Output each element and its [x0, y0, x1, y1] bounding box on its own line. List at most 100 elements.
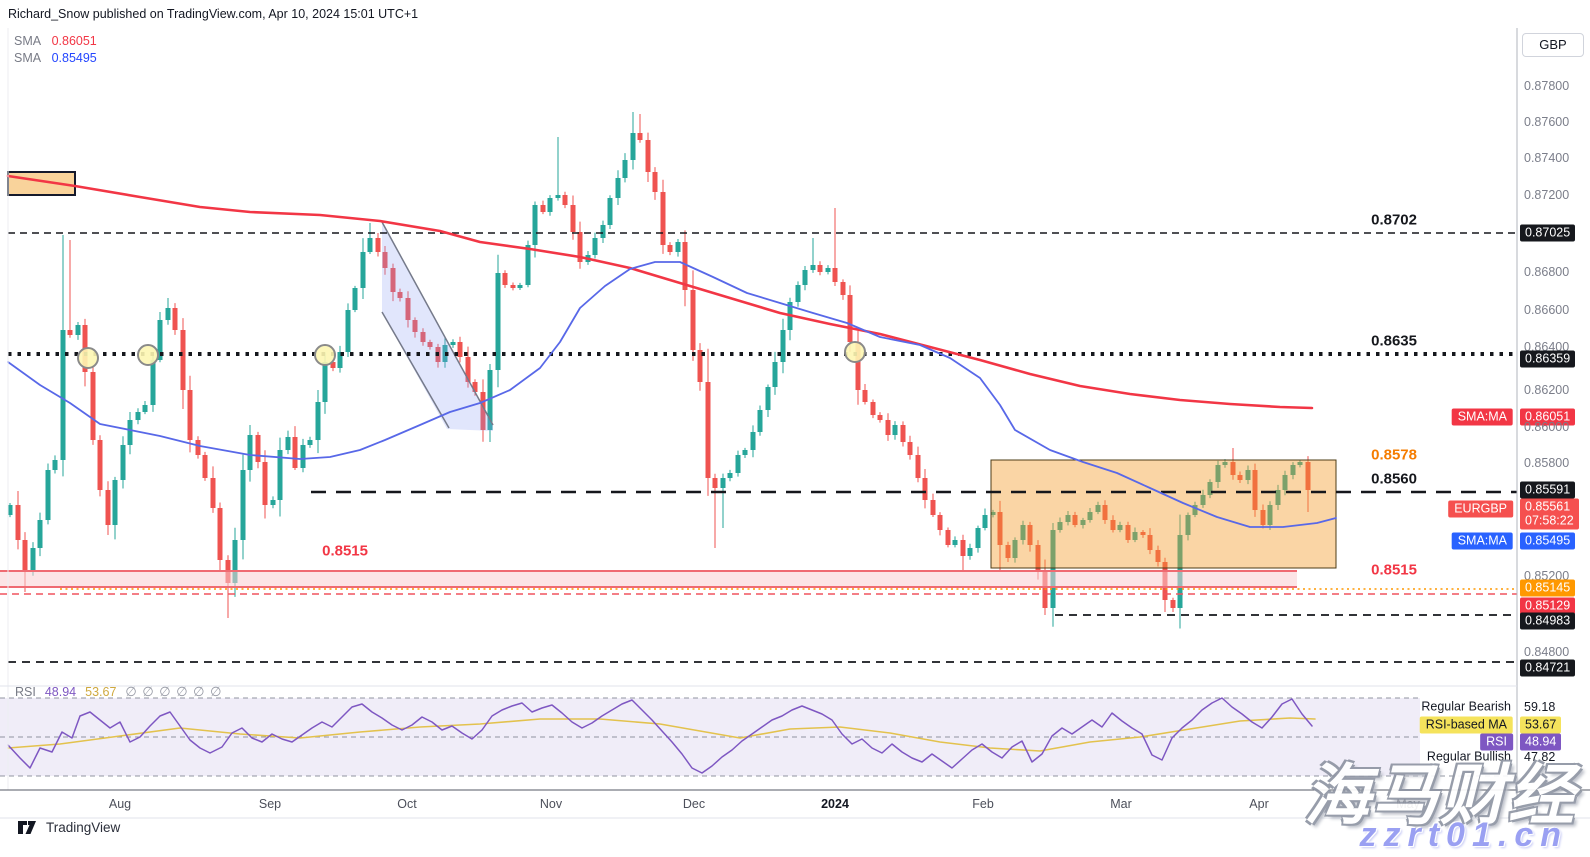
level-price-pill: 0.84983 — [1520, 612, 1576, 630]
candle-body — [712, 478, 718, 488]
candle-body — [67, 330, 73, 335]
price-tick: 0.86000 — [1524, 420, 1570, 434]
price-level-label: 0.8560 — [1371, 470, 1417, 488]
sma-long-row[interactable]: SMA 0.86051 — [14, 33, 97, 50]
candle-body — [997, 512, 1003, 545]
candle-body — [322, 362, 328, 402]
level-touch-marker — [314, 344, 336, 366]
candle-body — [450, 342, 456, 345]
candle-body — [810, 265, 816, 270]
candle-body — [105, 490, 111, 525]
candle-body — [337, 352, 343, 368]
candle-body — [1282, 475, 1288, 490]
sma-short-row[interactable]: SMA 0.85495 — [14, 50, 97, 67]
candle-body — [727, 473, 733, 478]
price-tick: 0.84800 — [1524, 645, 1570, 659]
level-price-pill: 0.85591 — [1520, 481, 1576, 499]
rsi-legend[interactable]: RSI 48.94 53.67 ∅ ∅ ∅ ∅ ∅ ∅ — [15, 684, 222, 700]
candle-body — [1072, 515, 1078, 525]
candle-body — [1065, 515, 1071, 522]
candle-body — [127, 420, 133, 445]
candle-body — [645, 140, 651, 172]
candle-body — [1305, 462, 1311, 490]
time-axis-label: Oct — [397, 797, 417, 811]
candle-body — [667, 245, 673, 252]
candle-body — [750, 432, 756, 450]
sma-long-line — [6, 174, 1314, 410]
candle-body — [1012, 540, 1018, 558]
price-level-label: 0.8515 — [1371, 561, 1417, 579]
candle-body — [37, 520, 43, 548]
candle-body — [990, 512, 996, 515]
indicator-name-pill: SMA:MA — [1451, 532, 1513, 550]
candle-body — [1035, 545, 1041, 572]
candle-body — [532, 205, 538, 245]
publish-header: Richard_Snow published on TradingView.co… — [8, 7, 418, 21]
candle-body — [1275, 490, 1281, 505]
candle-body — [855, 342, 861, 390]
indicator-value: 59.18 — [1524, 700, 1556, 714]
currency-button[interactable]: GBP — [1522, 33, 1584, 57]
time-axis-label: Sep — [258, 797, 282, 811]
candle-body — [900, 425, 906, 442]
sma-long-label: SMA — [14, 34, 42, 48]
candle-body — [45, 470, 51, 520]
candle-body — [120, 445, 126, 480]
time-axis-label: Mar — [1110, 797, 1132, 811]
candle-body — [795, 285, 801, 302]
candle-body — [277, 450, 283, 500]
candle-body — [112, 480, 118, 525]
level-touch-marker — [77, 347, 99, 369]
candle-body — [615, 178, 621, 198]
candle-body — [967, 548, 973, 556]
candle-body — [360, 252, 366, 288]
consolidation-box[interactable] — [990, 459, 1337, 569]
sma-legend: SMA 0.86051 SMA 0.85495 — [14, 33, 97, 67]
candle-body — [480, 392, 486, 430]
candle-body — [1192, 505, 1198, 515]
candle-body — [180, 330, 186, 390]
candle-body — [982, 515, 988, 528]
candle-body — [570, 205, 576, 232]
rsi-value: 48.94 — [44, 685, 77, 699]
candle-body — [772, 362, 778, 387]
candle-body — [915, 455, 921, 478]
sma-short-value: 0.85495 — [51, 51, 97, 65]
candle-body — [1050, 530, 1056, 608]
candle-body — [15, 505, 21, 540]
candle-body — [622, 160, 628, 178]
candle-body — [210, 478, 216, 508]
candle-body — [525, 245, 531, 285]
candle-body — [7, 505, 13, 515]
tradingview-logo[interactable]: TradingView — [18, 820, 120, 835]
candle-body — [217, 508, 223, 560]
candle-body — [1110, 520, 1116, 530]
candle-body — [600, 225, 606, 238]
candle-body — [862, 390, 868, 402]
candle-body — [705, 382, 711, 478]
candle-body — [720, 478, 726, 488]
candle-body — [22, 540, 28, 572]
candle-body — [367, 238, 373, 252]
candle-body — [802, 270, 808, 285]
time-axis-label: Dec — [682, 797, 706, 811]
price-level-label: 0.8635 — [1371, 332, 1417, 350]
candle-body — [952, 540, 958, 545]
rsi-ma-value: 53.67 — [85, 685, 117, 699]
candle-body — [165, 308, 171, 320]
price-tick: 0.85800 — [1524, 456, 1570, 470]
candle-body — [1267, 505, 1273, 525]
candle-body — [255, 435, 261, 462]
candle-body — [60, 330, 66, 460]
level-price-pill: 0.86359 — [1520, 350, 1576, 368]
candle-body — [472, 382, 478, 392]
candle-body — [1140, 532, 1146, 535]
indicator-name-pill: RSI — [1480, 733, 1513, 751]
price-axis[interactable]: 0.87800 0.87600 0.87400 0.87200 0.87025 0.868… — [1517, 28, 1590, 818]
candle-body — [1230, 462, 1236, 475]
candle-body — [847, 295, 853, 342]
indicator-price-pill: 0.85561 07:58:22 — [1520, 498, 1579, 530]
support-band-fill[interactable] — [0, 571, 1297, 587]
